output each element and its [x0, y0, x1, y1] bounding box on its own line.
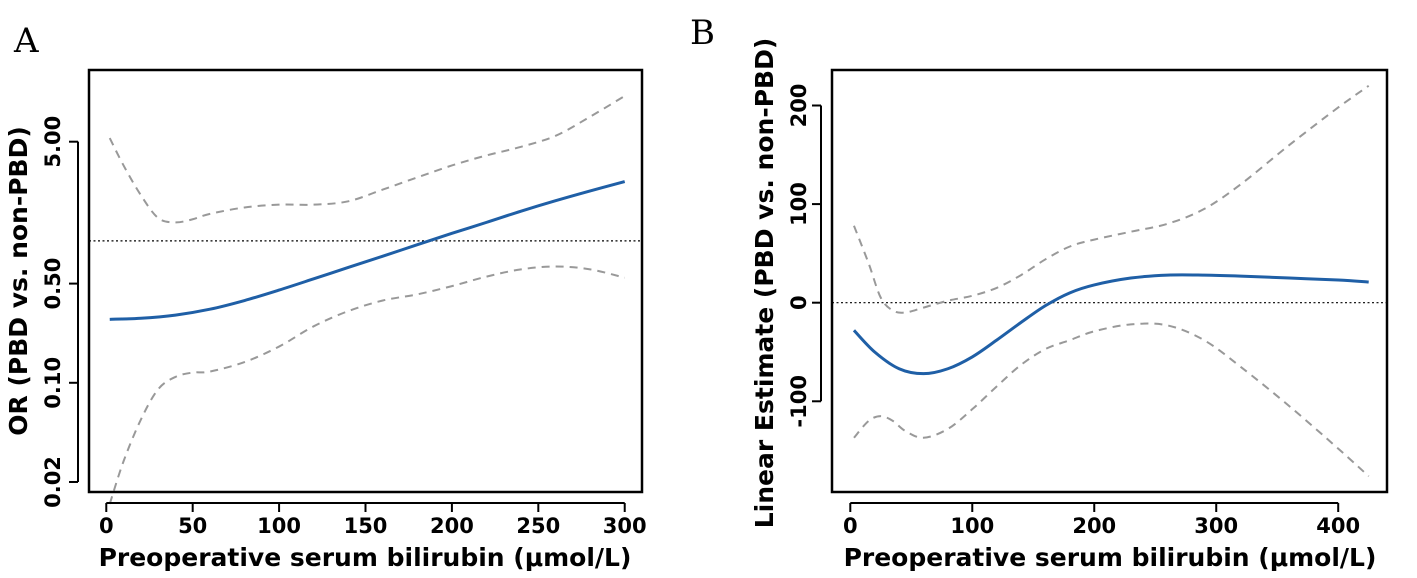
panel-a-estimate-layer [109, 180, 626, 321]
panel-a-x-tick-label: 150 [344, 514, 388, 538]
panel-b-estimate-layer [852, 273, 1369, 376]
panel-a-x-tick-label: 300 [603, 514, 647, 538]
panel-a-x-ticks: 0 50 100 150 200 250 300 [99, 502, 647, 538]
panel-a-y-axis-title: OR (PBD vs. non-PBD) [4, 126, 33, 436]
panel-b-ci-layer [853, 84, 1370, 477]
panel-a-ci-layer [108, 95, 626, 505]
panel-b-y-tick-label: 100 [787, 182, 811, 226]
panel-b: B 0 100 200 300 400 -100 0 100 200 Preoperative… [690, 13, 1389, 572]
panel-a-x-tick-label: 200 [430, 514, 474, 538]
panel-b-y-tick-label: 200 [787, 84, 811, 128]
panel-a-x-tick-label: 250 [516, 514, 560, 538]
panel-b-linear-estimate-line [852, 273, 1369, 376]
panel-b-lower-95-ci-line [853, 322, 1370, 477]
panel-b-x-tick-label: 100 [950, 514, 994, 538]
panel-b-x-axis-title: Preoperative serum bilirubin (μmol/L) [844, 543, 1377, 572]
panel-b-y-tick-label: 0 [787, 295, 811, 310]
panel-a-y-tick-label: 0.50 [41, 258, 65, 310]
panel-b-y-axis-title: Linear Estimate (PBD vs. non-PBD) [750, 38, 779, 529]
panel-a-y-tick-label: 5.00 [41, 116, 65, 168]
panel-a-letter: A [13, 21, 39, 61]
panel-b-y-ticks: -100 0 100 200 [787, 84, 822, 428]
panel-b-x-ticks: 0 100 200 300 400 [843, 502, 1360, 538]
panel-a-plot-frame [87, 68, 644, 494]
panel-a-lower-95-ci-line [108, 265, 625, 505]
panel-b-upper-95-ci-line [853, 84, 1370, 314]
panel-a-x-tick-label: 0 [99, 514, 114, 538]
panel-a: A 0 50 100 150 200 250 300 0.02 0.10 0.50 5.00 Pr… [4, 21, 647, 572]
panel-b-letter: B [690, 13, 715, 53]
panel-a-x-axis-title: Preoperative serum bilirubin (μmol/L) [99, 543, 632, 572]
panel-b-x-tick-label: 400 [1316, 514, 1360, 538]
panel-a-x-tick-label: 100 [257, 514, 301, 538]
panel-b-x-tick-label: 300 [1194, 514, 1238, 538]
panel-b-y-tick-label: -100 [787, 375, 811, 428]
panel-b-plot-frame [830, 68, 1389, 494]
panel-a-y-tick-label: 0.10 [41, 357, 65, 409]
panel-a-y-ticks: 0.02 0.10 0.50 5.00 [41, 116, 79, 508]
panel-b-x-tick-label: 0 [843, 514, 858, 538]
panel-b-x-tick-label: 200 [1072, 514, 1116, 538]
panel-a-x-tick-label: 50 [178, 514, 207, 538]
panel-a-or-line [109, 180, 626, 321]
panel-a-y-tick-label: 0.02 [41, 456, 65, 508]
panel-a-upper-95-ci-line [108, 95, 626, 224]
